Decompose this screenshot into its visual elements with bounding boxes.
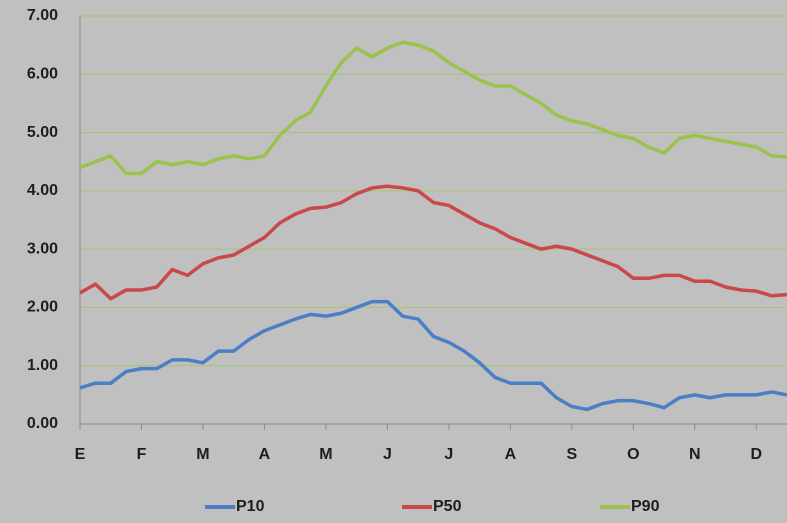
x-tick-label: A (505, 446, 517, 463)
y-tick-label: 6.00 (27, 66, 58, 83)
x-tick-label: J (444, 446, 453, 463)
y-tick-label: 1.00 (27, 357, 58, 374)
x-tick-label: A (259, 446, 271, 463)
legend-label: P50 (433, 498, 462, 515)
x-tick-label: S (566, 446, 577, 463)
x-tick-label: N (689, 446, 701, 463)
legend-label: P90 (631, 498, 660, 515)
x-tick-label: J (383, 446, 392, 463)
y-tick-label: 2.00 (27, 299, 58, 316)
y-tick-label: 3.00 (27, 240, 58, 257)
x-tick-label: M (319, 446, 332, 463)
series-line (79, 40, 787, 176)
x-tick-label: F (137, 446, 147, 463)
x-tick-label: O (627, 446, 639, 463)
y-tick-label: 7.00 (27, 7, 58, 24)
x-tick-label: E (75, 446, 86, 463)
y-tick-label: 4.00 (27, 182, 58, 199)
y-tick-label: 5.00 (27, 124, 58, 141)
legend-label: P10 (236, 498, 265, 515)
x-tick-label: D (750, 446, 762, 463)
y-tick-label: 0.00 (27, 415, 58, 432)
series-line (79, 184, 787, 301)
series-line (79, 299, 787, 412)
x-tick-label: M (196, 446, 209, 463)
